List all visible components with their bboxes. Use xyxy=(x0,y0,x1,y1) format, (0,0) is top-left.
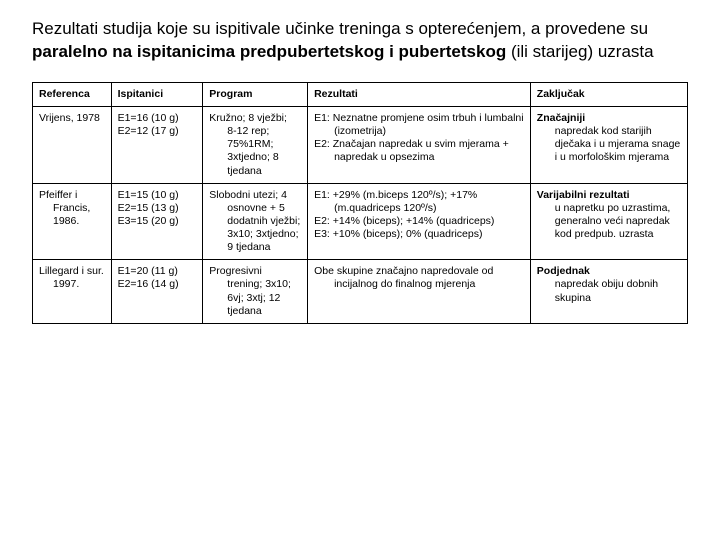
title-part1: Rezultati studija koje su ispitivale uči… xyxy=(32,19,648,38)
cell-ispitanici: E1=16 (10 g)E2=12 (17 g) xyxy=(111,107,203,184)
table-body: Vrijens, 1978E1=16 (10 g)E2=12 (17 g)Kru… xyxy=(33,107,688,324)
studies-table: Referenca Ispitanici Program Rezultati Z… xyxy=(32,82,688,324)
table-row: Lillegard i sur. 1997.E1=20 (11 g)E2=16 … xyxy=(33,260,688,324)
cell-ispitanici: E1=20 (11 g)E2=16 (14 g) xyxy=(111,260,203,324)
cell-program: Kružno; 8 vježbi;8-12 rep; 75%1RM; 3xtje… xyxy=(203,107,308,184)
cell-zakljucak: Varijabilni rezultatiu napretku po uzras… xyxy=(530,183,687,260)
table-row: Pfeiffer i Francis, 1986.E1=15 (10 g)E2=… xyxy=(33,183,688,260)
table-header-row: Referenca Ispitanici Program Rezultati Z… xyxy=(33,82,688,106)
table-head: Referenca Ispitanici Program Rezultati Z… xyxy=(33,82,688,106)
title-part2: (ili starijeg) uzrasta xyxy=(506,42,653,61)
cell-rezultati: Obe skupine značajno napredovale od inci… xyxy=(308,260,531,324)
col-program: Program xyxy=(203,82,308,106)
cell-program: Slobodni utezi; 4osnovne + 5 dodatnih vj… xyxy=(203,183,308,260)
slide: Rezultati studija koje su ispitivale uči… xyxy=(0,0,720,336)
cell-rezultati: E1: Neznatne promjene osim trbuh i lumba… xyxy=(308,107,531,184)
cell-zakljucak: Značajnijinapredak kod starijih dječaka … xyxy=(530,107,687,184)
slide-title: Rezultati studija koje su ispitivale uči… xyxy=(32,18,688,64)
cell-referenca: Lillegard i sur. 1997. xyxy=(33,260,112,324)
col-rezultati: Rezultati xyxy=(308,82,531,106)
cell-ispitanici: E1=15 (10 g)E2=15 (13 g)E3=15 (20 g) xyxy=(111,183,203,260)
cell-rezultati: E1: +29% (m.biceps 120º/s); +17% (m.quad… xyxy=(308,183,531,260)
cell-program: Progresivnitrening; 3x10; 6vj; 3xtj; 12 … xyxy=(203,260,308,324)
title-bold: paralelno na ispitanicima predpubertetsk… xyxy=(32,42,506,61)
cell-zakljucak: Podjednaknapredak obiju dobnih skupina xyxy=(530,260,687,324)
cell-referenca: Pfeiffer i Francis, 1986. xyxy=(33,183,112,260)
col-zakljucak: Zaključak xyxy=(530,82,687,106)
cell-referenca: Vrijens, 1978 xyxy=(33,107,112,184)
col-referenca: Referenca xyxy=(33,82,112,106)
col-ispitanici: Ispitanici xyxy=(111,82,203,106)
table-row: Vrijens, 1978E1=16 (10 g)E2=12 (17 g)Kru… xyxy=(33,107,688,184)
